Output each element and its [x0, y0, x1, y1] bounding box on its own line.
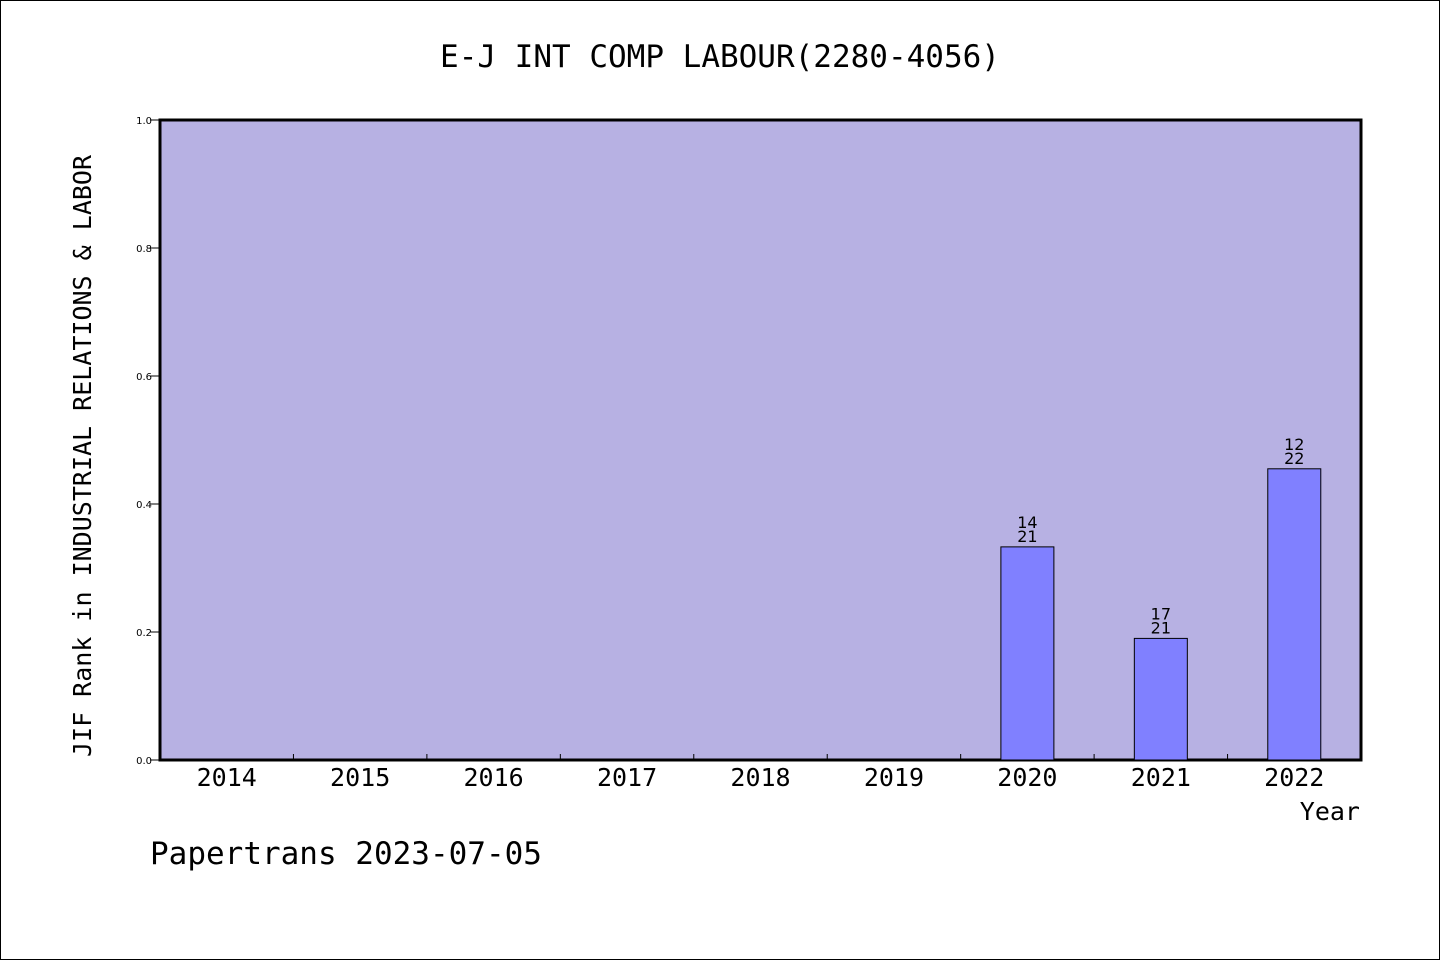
y-tick-label: 0.8 [136, 244, 152, 255]
footer-source: Papertrans 2023-07-05 [150, 836, 542, 872]
x-tick-label: 2018 [730, 763, 790, 792]
y-axis-label: JIF Rank in INDUSTRIAL RELATIONS & LABOR [68, 154, 97, 757]
bar-label-rank: 12 [1284, 435, 1304, 454]
x-tick-label: 2020 [997, 763, 1057, 792]
bar-label-total: 22 [1284, 449, 1304, 468]
x-tick-label: 2021 [1131, 763, 1191, 792]
bar-2020 [1000, 546, 1055, 761]
bar-label-total: 21 [1151, 618, 1171, 637]
bar-2022 [1267, 468, 1322, 761]
y-tick-label: 0.0 [136, 756, 152, 767]
bar-label-total: 21 [1017, 527, 1037, 546]
bar-2021 [1133, 637, 1188, 761]
y-tick-label: 0.4 [136, 500, 152, 511]
bar-label-rank: 14 [1017, 513, 1037, 532]
x-tick-label: 2022 [1264, 763, 1324, 792]
chart-title: E-J INT COMP LABOUR(2280-4056) [440, 39, 1000, 75]
y-tick-label: 0.6 [136, 372, 152, 383]
x-tick-label: 2015 [330, 763, 390, 792]
x-tick-label: 2016 [464, 763, 524, 792]
x-axis-label: Year [1300, 797, 1360, 826]
y-tick-label: 1.0 [136, 116, 152, 127]
bar-label-rank: 17 [1151, 604, 1171, 623]
x-tick-label: 2019 [864, 763, 924, 792]
x-tick-label: 2017 [597, 763, 657, 792]
x-tick-label: 2014 [197, 763, 257, 792]
x-axis: 2014 2015 2016 2017 2018 2019 2020 2021 2022 [197, 754, 1324, 792]
y-axis: 0.0 0.2 0.4 0.6 0.8 1.0 [136, 116, 160, 767]
y-tick-label: 0.2 [136, 628, 152, 639]
